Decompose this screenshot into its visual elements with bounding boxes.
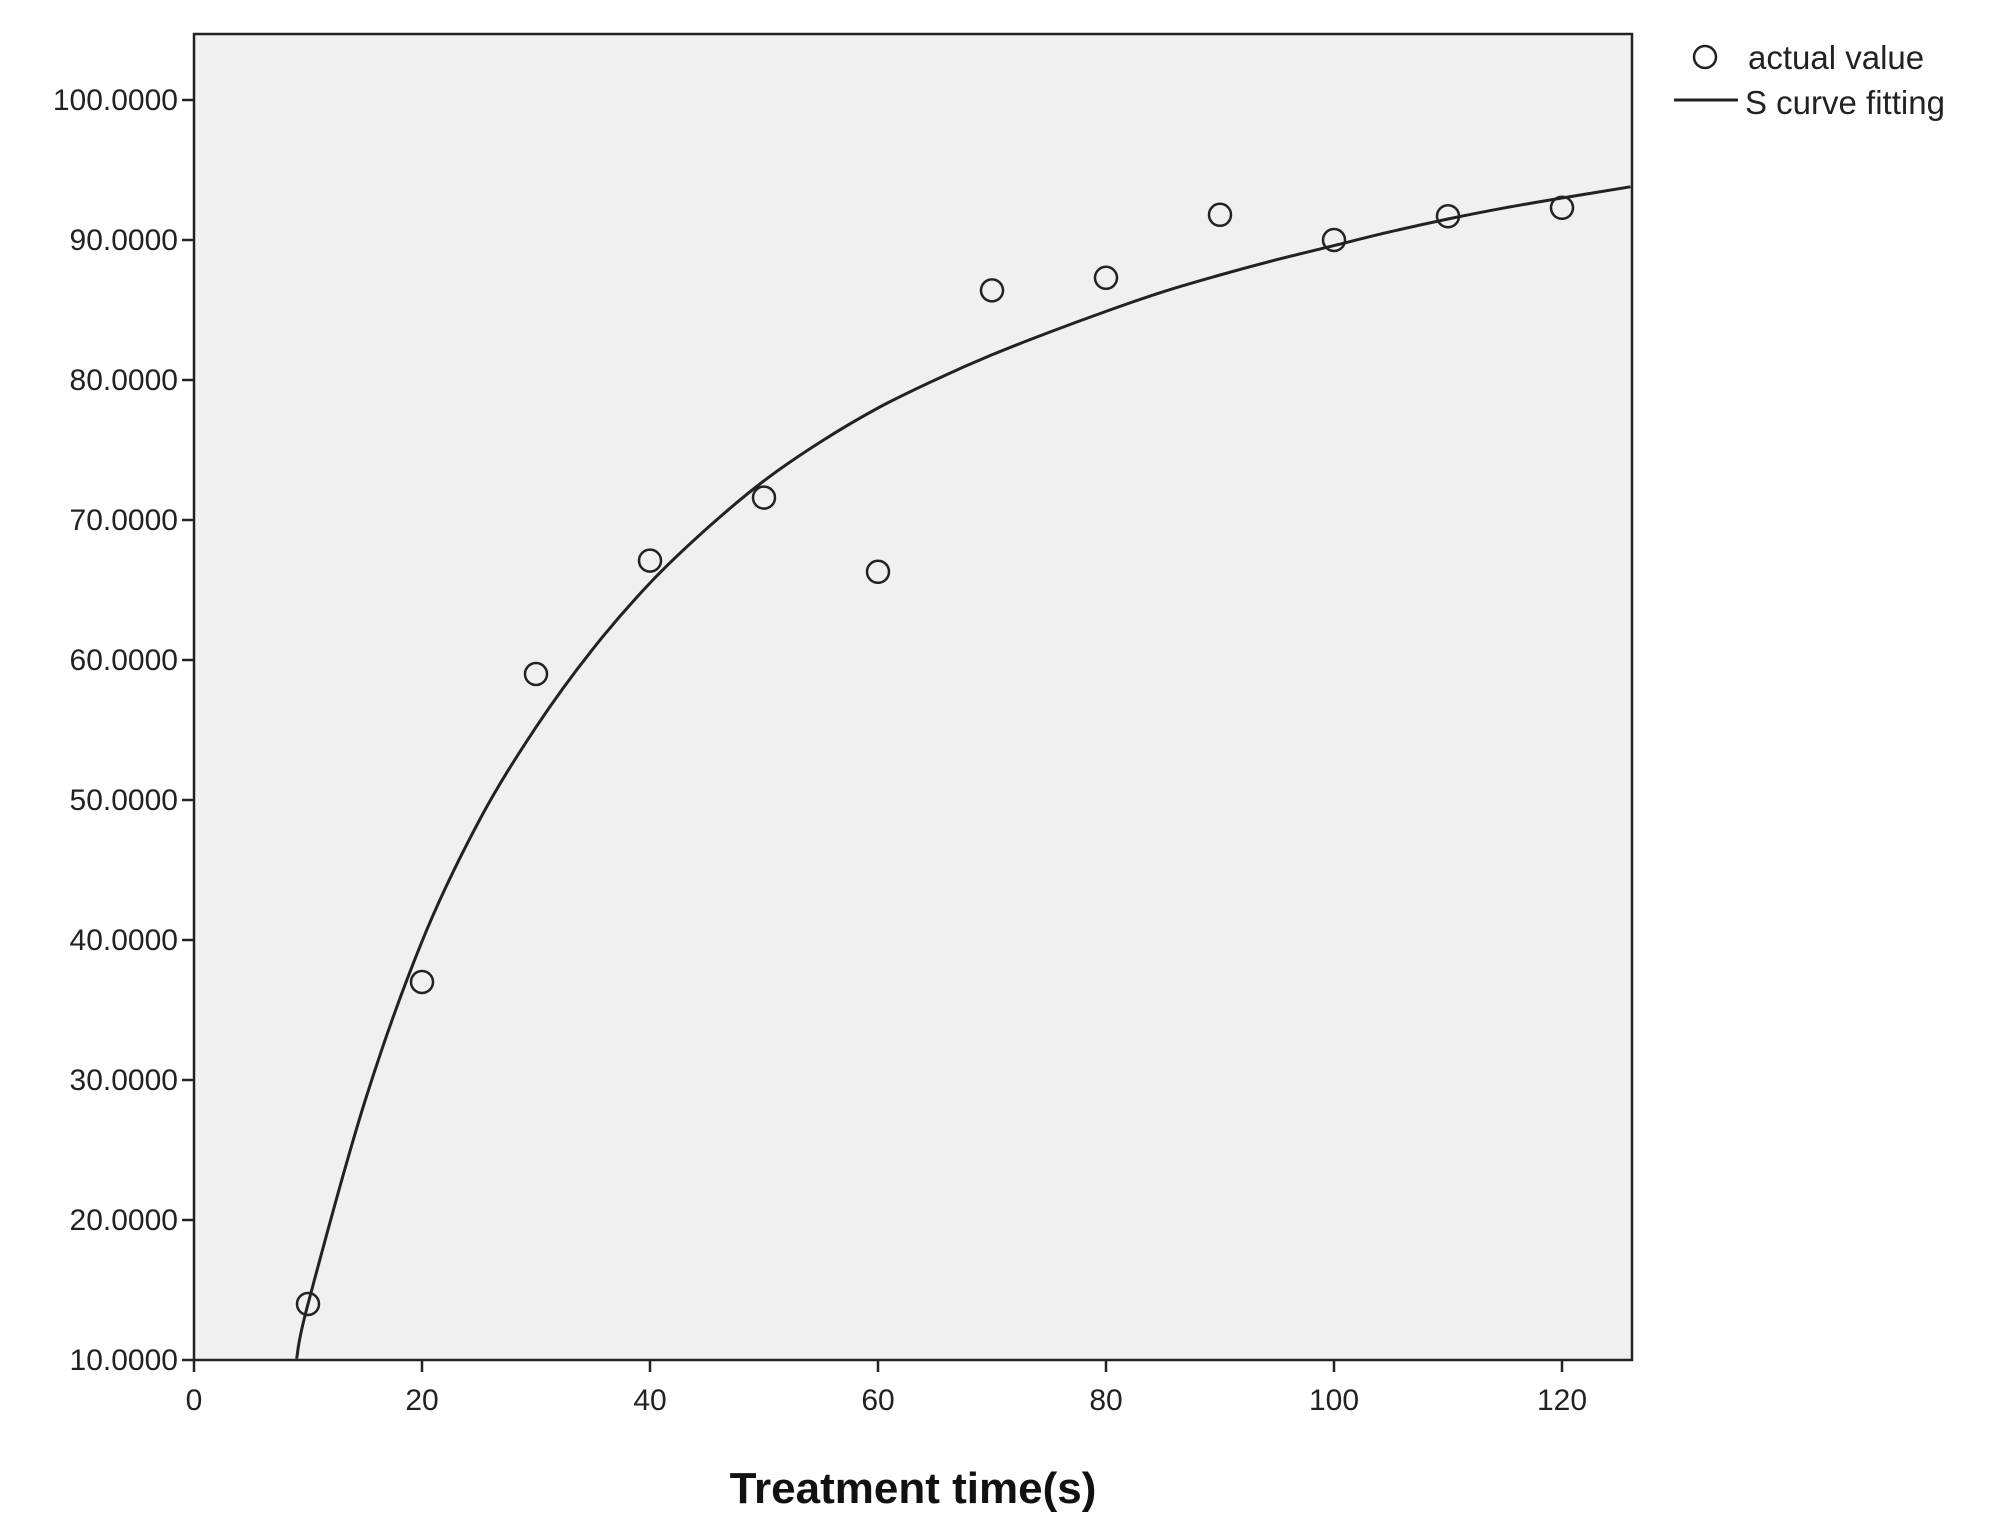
y-tick-label: 70.0000 (70, 504, 178, 537)
legend-label-actual-value: actual value (1748, 39, 1924, 76)
x-tick-label: 40 (633, 1384, 666, 1417)
y-tick-label: 20.0000 (70, 1204, 178, 1237)
y-axis: 10.0000 20.0000 30.0000 40.0000 50.0000 60.00… (53, 84, 194, 1377)
legend-marker-actual-value (1692, 44, 1718, 70)
data-point (1435, 203, 1461, 229)
x-tick-label: 120 (1537, 1384, 1587, 1417)
data-point (1321, 227, 1347, 253)
x-axis-title: Treatment time(s) (730, 1464, 1097, 1513)
y-tick-label: 100.0000 (53, 84, 178, 117)
y-tick-label: 10.0000 (70, 1344, 178, 1377)
data-point (979, 278, 1005, 303)
y-tick-label: 30.0000 (70, 1064, 178, 1097)
data-point (409, 969, 435, 995)
legend-label-s-curve-fitting: S curve fitting (1745, 84, 1945, 121)
data-point (865, 559, 891, 585)
legend: actual value S curve fitting (1674, 39, 1945, 121)
x-tick-label: 60 (861, 1384, 894, 1417)
x-tick-label: 20 (405, 1384, 438, 1417)
data-point (523, 661, 549, 687)
y-tick-label: 40.0000 (70, 924, 178, 957)
y-tick-label: 80.0000 (70, 364, 178, 397)
x-tick-label: 100 (1309, 1384, 1359, 1417)
data-point (295, 1291, 321, 1317)
data-point (1207, 202, 1233, 228)
data-point (1093, 265, 1119, 291)
data-point (751, 485, 777, 510)
plot-area (192, 32, 1634, 1362)
data-points (295, 195, 1575, 1317)
y-tick-label: 90.0000 (70, 224, 178, 257)
x-axis: 0 20 40 60 80 100 120 (186, 1360, 1587, 1417)
x-tick-label: 80 (1089, 1384, 1122, 1417)
data-point (1549, 195, 1575, 221)
x-tick-label: 0 (186, 1384, 203, 1417)
data-point (637, 548, 663, 573)
y-tick-label: 50.0000 (70, 784, 178, 817)
fit-curve-line (295, 185, 1631, 1359)
y-tick-label: 60.0000 (70, 644, 178, 677)
